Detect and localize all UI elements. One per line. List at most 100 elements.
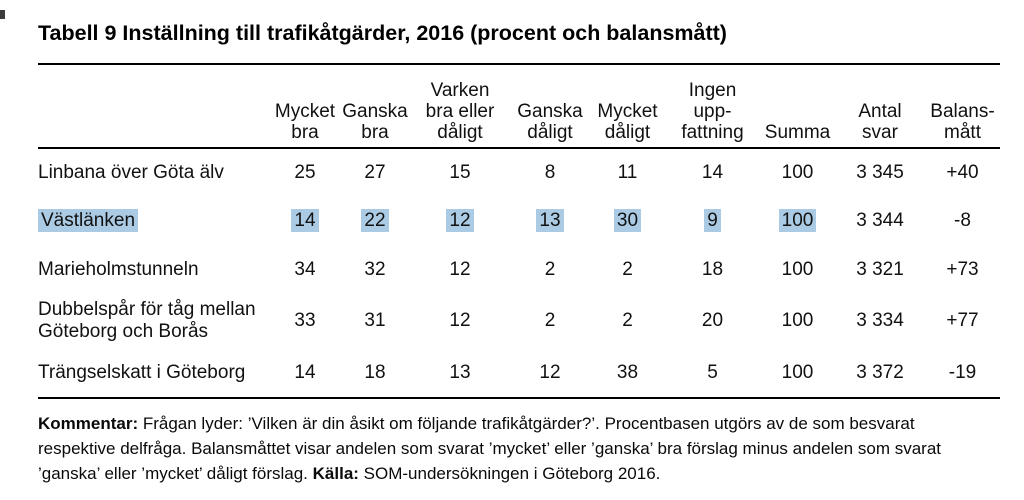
- cell-value: 38: [616, 362, 639, 383]
- cell: 14: [665, 148, 760, 196]
- cell-value: 3 321: [856, 258, 904, 280]
- cell-value: 18: [364, 362, 386, 383]
- cell: 14: [270, 196, 340, 246]
- cell-value: 2: [544, 258, 556, 280]
- cell: -19: [925, 349, 1000, 398]
- cell: 2: [590, 246, 665, 293]
- cell-value: -19: [948, 362, 977, 383]
- row-label: Trängselskatt i Göteborg: [38, 349, 270, 398]
- cell-value: 14: [294, 362, 316, 383]
- table-header: Mycket bra Ganska bra Varken bra eller d…: [38, 64, 1000, 148]
- scan-artifact-mark: [0, 10, 5, 19]
- row-label: Linbana över Göta älv: [38, 148, 270, 196]
- cell: 32: [340, 246, 410, 293]
- cell-value: 100: [781, 161, 814, 183]
- cell: 27: [340, 148, 410, 196]
- header-row: Mycket bra Ganska bra Varken bra eller d…: [38, 64, 1000, 148]
- cell: 9: [665, 196, 760, 246]
- cell-value: 3 344: [856, 210, 904, 231]
- cell-value-highlighted: 100: [778, 209, 817, 232]
- cell: 12: [410, 196, 510, 246]
- cell-value: +40: [946, 161, 979, 183]
- table-row-vastlanken-highlighted: Västlänken 14 22 12 13 30 9 100 3 344 -8: [38, 196, 1000, 246]
- cell-value: 100: [781, 258, 814, 280]
- col-header-empty: [38, 64, 270, 148]
- cell-value: 12: [449, 258, 471, 280]
- cell-value: 34: [294, 258, 316, 280]
- cell-value: 32: [364, 258, 386, 280]
- col-header-ganska-bra: Ganska bra: [342, 101, 408, 143]
- table-row-trangselskatt: Trängselskatt i Göteborg 14 18 13 12 38 …: [38, 349, 1000, 398]
- cell: 100: [760, 293, 835, 349]
- cell-value: +77: [946, 310, 979, 331]
- cell: -8: [925, 196, 1000, 246]
- col-header-ganska-daligt: Ganska dåligt: [517, 101, 583, 143]
- comment-text: Frågan lyder: ’Vilken är din åsikt om fö…: [38, 414, 941, 483]
- cell: 12: [410, 293, 510, 349]
- cell-value: 31: [364, 310, 386, 331]
- cell: 100: [760, 349, 835, 398]
- table-row-marieholmstunneln: Marieholmstunneln 34 32 12 2 2 18 100 3 …: [38, 246, 1000, 293]
- source-text: SOM-undersökningen i Göteborg 2016.: [358, 464, 661, 483]
- cell-value: 12: [449, 310, 471, 331]
- cell: 18: [340, 349, 410, 398]
- cell: 14: [270, 349, 340, 398]
- cell: 3 334: [835, 293, 925, 349]
- cell: 12: [510, 349, 590, 398]
- cell: 15: [410, 148, 510, 196]
- cell: 8: [510, 148, 590, 196]
- kalla-label: Källa:: [312, 464, 359, 483]
- cell: 38: [590, 349, 665, 398]
- cell-value: 2: [622, 310, 633, 331]
- row-label-text: Marieholmstunneln: [38, 258, 199, 280]
- cell: 3 345: [835, 148, 925, 196]
- table-row-dubbelspar: Dubbelspår för tåg mellan Göteborg och B…: [38, 293, 1000, 349]
- table-row-linbana: Linbana över Göta älv 25 27 15 8 11 14 1…: [38, 148, 1000, 196]
- cell: 3 372: [835, 349, 925, 398]
- cell: 2: [510, 246, 590, 293]
- cell: 22: [340, 196, 410, 246]
- cell-value-highlighted: 22: [361, 209, 389, 232]
- cell-value: 33: [294, 310, 316, 331]
- cell: 12: [410, 246, 510, 293]
- cell-value: 27: [364, 161, 386, 183]
- cell: 34: [270, 246, 340, 293]
- attitudes-table: Mycket bra Ganska bra Varken bra eller d…: [38, 63, 1000, 399]
- cell: 3 321: [835, 246, 925, 293]
- row-label: Dubbelspår för tåg mellan Göteborg och B…: [38, 293, 270, 349]
- cell-value: 8: [544, 161, 556, 183]
- cell-value: 15: [449, 161, 471, 183]
- cell-value-highlighted: 30: [613, 209, 642, 232]
- col-header-summa: Summa: [764, 122, 831, 143]
- cell-value: 2: [544, 310, 556, 331]
- cell-value: 14: [701, 161, 724, 183]
- cell: 100: [760, 196, 835, 246]
- col-header-ingen-uppfattning: Ingen upp- fattning: [681, 80, 744, 143]
- cell: 2: [590, 293, 665, 349]
- col-header-mycket-daligt: Mycket dåligt: [597, 101, 658, 143]
- table-comment: Kommentar: Frågan lyder: ’Vilken är din …: [38, 411, 988, 486]
- col-header-mycket-bra: Mycket bra: [274, 101, 336, 143]
- cell: 20: [665, 293, 760, 349]
- cell: 100: [760, 148, 835, 196]
- cell: 30: [590, 196, 665, 246]
- cell: +40: [925, 148, 1000, 196]
- cell-value: 5: [707, 362, 718, 383]
- cell: 13: [410, 349, 510, 398]
- cell-value: 25: [294, 161, 316, 183]
- cell-value: -8: [954, 210, 971, 231]
- cell-value: +73: [946, 258, 979, 280]
- cell-value-highlighted: 9: [704, 209, 721, 232]
- cell-value: 3 372: [856, 362, 904, 383]
- cell-value: 18: [701, 258, 724, 280]
- cell: 2: [510, 293, 590, 349]
- cell: 25: [270, 148, 340, 196]
- row-label-text-highlighted: Västlänken: [38, 209, 139, 232]
- cell-value-highlighted: 14: [291, 209, 319, 232]
- cell-value: 3 345: [856, 161, 904, 183]
- row-label-text: Dubbelspår för tåg mellan Göteborg och B…: [38, 299, 256, 342]
- col-header-varken: Varken bra eller dåligt: [425, 80, 495, 143]
- cell-value: 100: [781, 362, 814, 383]
- cell: 5: [665, 349, 760, 398]
